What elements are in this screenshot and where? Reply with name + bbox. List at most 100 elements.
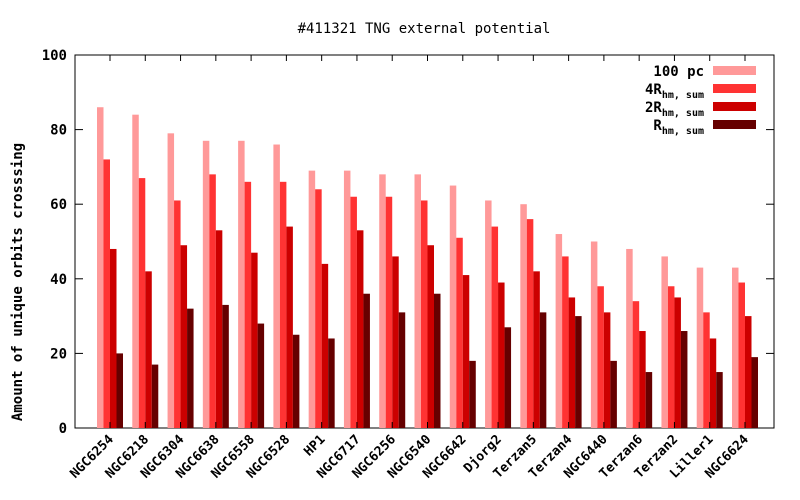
chart-title: #411321 TNG external potential bbox=[298, 21, 551, 37]
bar-NGC6256-series-1 bbox=[385, 196, 393, 428]
bar-Terzan2-series-1 bbox=[667, 286, 675, 428]
bar-NGC6540-series-0 bbox=[414, 174, 421, 428]
bar-NGC6218-series-0 bbox=[132, 114, 139, 429]
bar-Terzan4-series-0 bbox=[555, 234, 563, 428]
bar-NGC6638-series-3 bbox=[222, 304, 229, 428]
bar-Djorg2-series-1 bbox=[491, 226, 499, 428]
bar-NGC6717-series-1 bbox=[350, 196, 357, 428]
bar-NGC6638-series-1 bbox=[209, 174, 216, 428]
bar-NGC6218-series-3 bbox=[151, 364, 159, 428]
bar-Terzan5-series-0 bbox=[520, 204, 527, 428]
bar-NGC6254-series-3 bbox=[116, 353, 123, 428]
y-tick-label: 20 bbox=[50, 346, 67, 362]
bar-Terzan6-series-1 bbox=[632, 301, 640, 428]
bar-Terzan5-series-1 bbox=[526, 219, 534, 428]
legend-entry-main: R bbox=[653, 118, 662, 134]
legend-entry: 4Rhm, sum bbox=[645, 82, 704, 101]
bar-NGC6528-series-0 bbox=[273, 144, 280, 428]
bar-Terzan5-series-2 bbox=[533, 271, 540, 428]
bar-NGC6440-series-3 bbox=[610, 360, 617, 428]
bar-NGC6218-series-1 bbox=[138, 178, 146, 428]
legend-entry: 100 pc bbox=[653, 64, 704, 80]
y-tick-label: 60 bbox=[50, 197, 67, 213]
legend-entry: Rhm, sum bbox=[653, 118, 704, 137]
bar-NGC6642-series-2 bbox=[462, 275, 470, 428]
bar-NGC6624-series-3 bbox=[751, 357, 758, 428]
bar-Terzan6-series-0 bbox=[626, 248, 633, 428]
bar-Terzan4-series-1 bbox=[562, 256, 569, 428]
bar-NGC6254-series-0 bbox=[97, 107, 104, 428]
y-tick-label: 40 bbox=[50, 272, 67, 288]
bar-NGC6304-series-3 bbox=[187, 308, 194, 428]
bar-Terzan2-series-3 bbox=[680, 331, 688, 428]
bar-NGC6624-series-0 bbox=[732, 267, 739, 428]
x-tick-label: HP1 bbox=[301, 432, 328, 459]
bar-Liller1-series-1 bbox=[703, 312, 710, 428]
bars bbox=[97, 107, 758, 429]
bar-NGC6304-series-0 bbox=[167, 133, 175, 428]
y-tick-label: 0 bbox=[59, 421, 67, 437]
bar-NGC6256-series-0 bbox=[379, 174, 386, 428]
bar-NGC6540-series-2 bbox=[427, 245, 434, 428]
legend-swatch bbox=[713, 66, 756, 75]
bar-NGC6540-series-3 bbox=[434, 293, 441, 428]
bar-NGC6558-series-3 bbox=[257, 323, 265, 428]
bar-Terzan4-series-3 bbox=[575, 316, 582, 428]
bar-NGC6638-series-0 bbox=[202, 140, 210, 429]
bar-Terzan6-series-2 bbox=[639, 331, 646, 428]
bar-Liller1-series-3 bbox=[716, 372, 723, 428]
bar-Terzan6-series-3 bbox=[645, 372, 653, 428]
bar-Terzan4-series-2 bbox=[568, 297, 576, 428]
legend-entry-subscript: hm, sum bbox=[662, 126, 704, 137]
bar-Liller1-series-0 bbox=[696, 267, 704, 428]
legend-swatch bbox=[713, 120, 756, 129]
bar-Djorg2-series-0 bbox=[485, 200, 492, 428]
bar-NGC6304-series-2 bbox=[180, 245, 188, 428]
bar-NGC6254-series-2 bbox=[110, 248, 117, 428]
bar-Terzan2-series-2 bbox=[674, 297, 681, 428]
bar-NGC6558-series-0 bbox=[238, 140, 245, 429]
y-tick-label: 100 bbox=[42, 48, 67, 64]
y-axis-label: Amount of unique orbits crosssing bbox=[10, 143, 26, 421]
bar-NGC6558-series-2 bbox=[251, 252, 258, 428]
legend-entry-main: 2R bbox=[645, 100, 662, 116]
bar-NGC6558-series-1 bbox=[244, 181, 252, 428]
legend-entry-main: 100 pc bbox=[653, 64, 704, 80]
bar-NGC6528-series-3 bbox=[292, 334, 300, 428]
bar-NGC6440-series-2 bbox=[603, 312, 611, 428]
bar-NGC6717-series-2 bbox=[356, 230, 364, 428]
legend-entry-subscript: hm, sum bbox=[662, 90, 704, 101]
bar-Djorg2-series-3 bbox=[504, 327, 512, 428]
bar-NGC6642-series-3 bbox=[469, 360, 476, 428]
legend-swatch bbox=[713, 84, 756, 93]
bar-NGC6218-series-2 bbox=[145, 271, 152, 428]
bar-Liller1-series-2 bbox=[709, 338, 717, 428]
bar-Terzan2-series-0 bbox=[661, 256, 668, 428]
bar-NGC6624-series-2 bbox=[745, 316, 752, 428]
bar-NGC6642-series-0 bbox=[449, 185, 457, 428]
bar-NGC6304-series-1 bbox=[174, 200, 181, 428]
bar-NGC6254-series-1 bbox=[103, 159, 110, 428]
bar-HP1-series-2 bbox=[321, 263, 329, 428]
y-axis-ticks: 0 20 40 60 80 100 bbox=[42, 48, 774, 437]
legend-entry-subscript: hm, sum bbox=[662, 108, 704, 119]
bar-Djorg2-series-2 bbox=[498, 282, 505, 428]
bar-NGC6440-series-1 bbox=[597, 286, 604, 428]
bar-NGC6256-series-3 bbox=[398, 312, 406, 428]
bar-NGC6717-series-0 bbox=[343, 170, 351, 428]
bar-NGC6540-series-1 bbox=[421, 200, 428, 428]
bar-NGC6624-series-1 bbox=[738, 282, 745, 428]
legend-entry: 2Rhm, sum bbox=[645, 100, 704, 119]
legend-swatch bbox=[713, 102, 756, 111]
bar-HP1-series-0 bbox=[308, 170, 316, 428]
bar-NGC6528-series-2 bbox=[286, 226, 293, 428]
bar-NGC6642-series-1 bbox=[456, 237, 463, 428]
bar-HP1-series-3 bbox=[328, 338, 335, 428]
bar-Terzan5-series-3 bbox=[539, 312, 547, 428]
bar-NGC6528-series-1 bbox=[279, 181, 287, 428]
bar-NGC6717-series-3 bbox=[363, 293, 370, 428]
bar-HP1-series-1 bbox=[315, 189, 322, 428]
